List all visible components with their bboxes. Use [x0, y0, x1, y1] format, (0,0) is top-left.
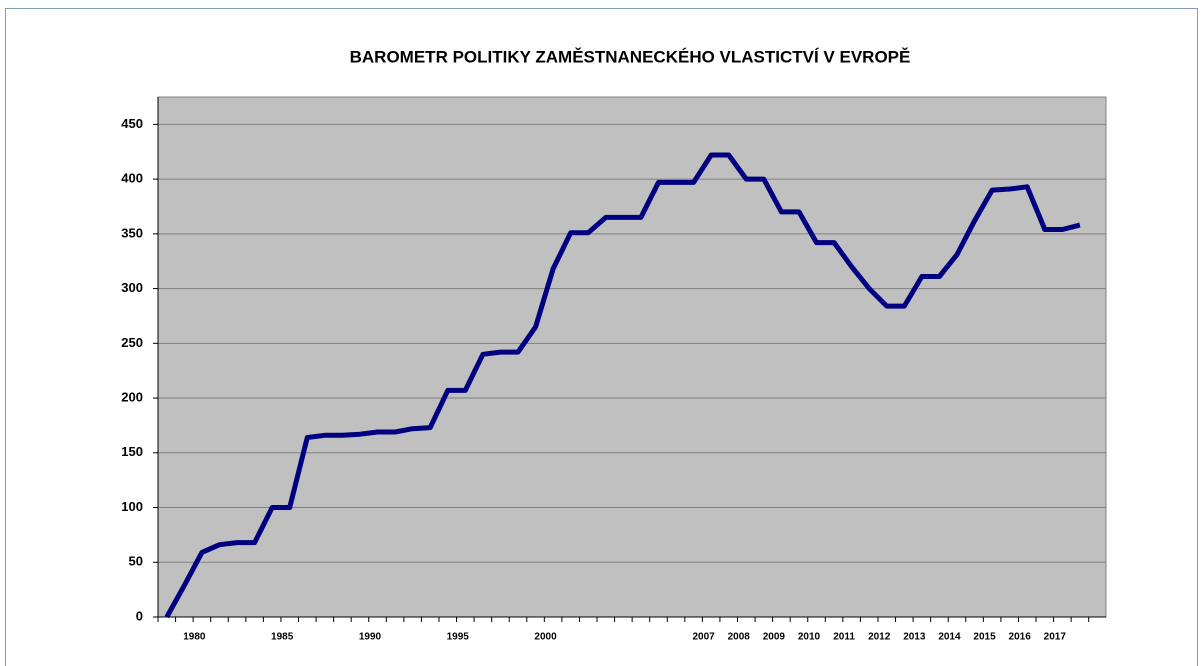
plot-area: [157, 96, 1107, 618]
x-tick-label: 2000: [534, 632, 557, 643]
x-tick-label: 2016: [1009, 632, 1032, 643]
y-tick-label: 250: [121, 335, 143, 350]
x-tick-label: 2013: [903, 632, 926, 643]
x-tick-label: 2011: [833, 632, 855, 643]
y-tick-label: 200: [121, 389, 143, 404]
y-tick-label: 450: [121, 116, 143, 131]
y-tick-label: 400: [121, 171, 143, 186]
y-tick-label: 50: [129, 554, 143, 569]
y-tick-label: 100: [121, 499, 143, 514]
x-tick-label: 2012: [868, 632, 891, 643]
x-tick-label: 2008: [728, 632, 751, 643]
y-tick-label: 0: [136, 608, 143, 623]
x-tick-label: 1985: [271, 632, 294, 643]
x-tick-label: 2015: [973, 632, 996, 643]
chart-title: BAROMETR POLITIKY ZAMĚSTNANECKÉHO VLASTI…: [350, 47, 911, 66]
x-tick-label: 1980: [183, 632, 206, 643]
y-tick-label: 150: [121, 444, 143, 459]
x-tick-label: 1990: [359, 632, 382, 643]
x-tick-label: 2010: [798, 632, 821, 643]
x-tick-label: 2014: [938, 632, 961, 643]
x-tick-label: 1995: [447, 632, 470, 643]
x-tick-label: 2009: [763, 632, 786, 643]
x-tick-label: 2007: [692, 632, 715, 643]
y-tick-label: 350: [121, 225, 143, 240]
x-tick-label: 2017: [1044, 632, 1067, 643]
data-line: [164, 152, 1081, 619]
y-tick-label: 300: [121, 280, 143, 295]
